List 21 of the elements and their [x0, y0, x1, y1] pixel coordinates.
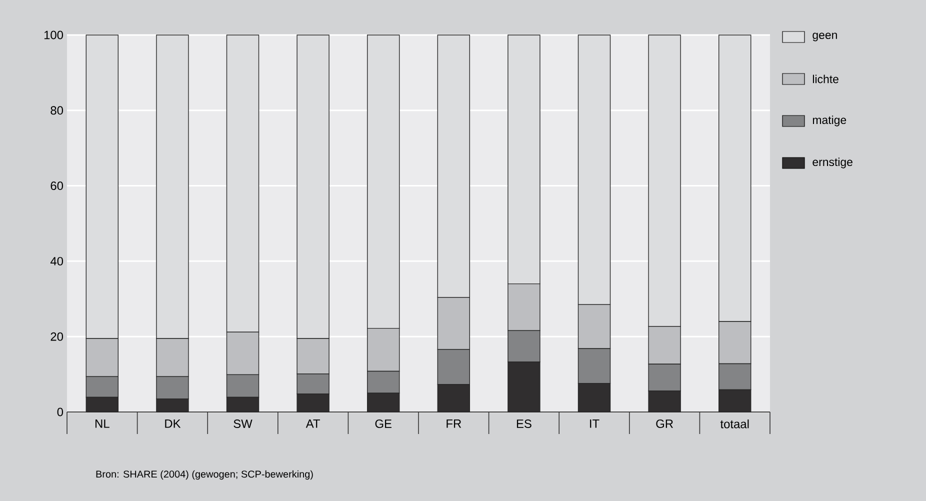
x-tick-label: IT [590, 420, 600, 428]
x-tick-label: GR [656, 420, 673, 428]
y-tick-label: 0 [57, 408, 64, 416]
legend-label: matige [812, 116, 846, 126]
text: Bron: SHARE (2004) (gewogen; SCP-bewerking) [96, 470, 313, 480]
y-tick-label: 80 [50, 106, 64, 115]
x-tick-label: SW [234, 420, 252, 428]
y-tick-label: 100 [44, 30, 64, 40]
y-tick-label: 60 [50, 182, 64, 190]
legend-label: ernstige [812, 158, 852, 168]
x-tick-label: ES [516, 420, 532, 428]
legend-label: lichte [812, 74, 838, 84]
y-tick-label: 40 [50, 256, 64, 266]
text: geen [812, 32, 837, 42]
x-tick-label: AT [306, 420, 320, 428]
x-tick-label: GE [375, 420, 392, 428]
x-tick-label: DK [165, 420, 181, 428]
x-tick-label: NL [96, 420, 110, 428]
y-tick-label: 20 [50, 332, 64, 341]
x-tick-label: totaal [720, 420, 749, 428]
x-tick-label: FR [446, 420, 462, 428]
